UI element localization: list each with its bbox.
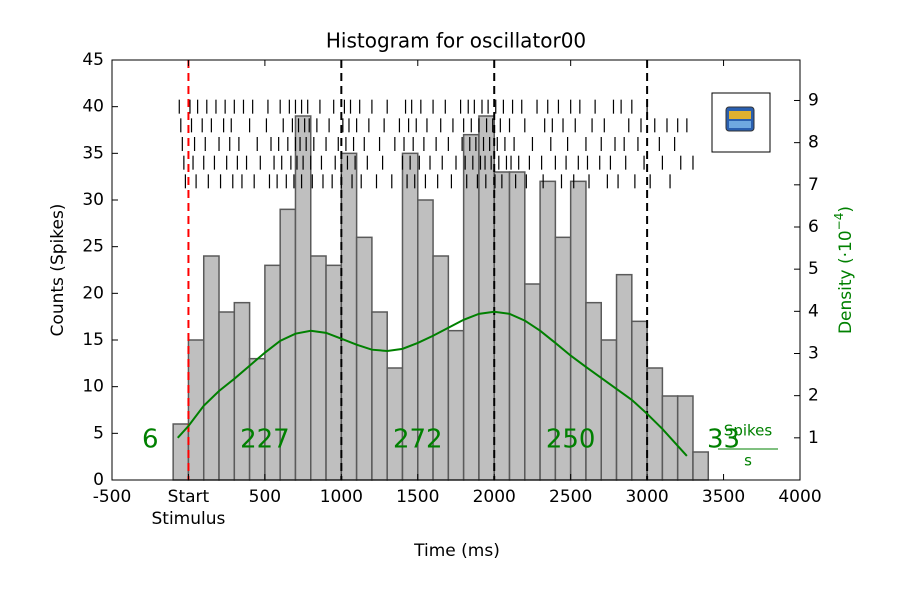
axes-frame — [111, 59, 801, 481]
y-tick-label: 5 — [93, 423, 104, 443]
y-tick-label: 20 — [82, 283, 104, 303]
density-unit-denominator: s — [744, 452, 752, 470]
histogram-bar — [508, 171, 526, 481]
y-tick-label: 25 — [82, 237, 104, 257]
histogram-bar — [325, 264, 343, 481]
histogram-bar — [615, 273, 633, 481]
histogram-bar — [248, 357, 266, 481]
chart-title: Histogram for oscillator00 — [326, 29, 586, 53]
y-tick-label: 15 — [82, 330, 104, 350]
histogram-bar — [371, 311, 388, 481]
y2-axis-label: Density (·10−4) — [832, 206, 857, 334]
segment-count: 227 — [240, 425, 290, 455]
x-tick-label: 3500 — [701, 487, 746, 507]
histogram-bar — [340, 152, 358, 481]
density-unit-numerator: Spikes — [724, 422, 773, 440]
histogram-bar — [447, 329, 465, 481]
histogram-bar — [462, 133, 480, 481]
icon-band — [729, 111, 751, 119]
x-tick-label: 2000 — [472, 487, 516, 507]
histogram-bar — [355, 236, 373, 481]
y-tick-label: 0 — [93, 470, 104, 490]
legend-icon — [711, 92, 771, 153]
y2-tick-label: 7 — [808, 175, 819, 195]
x-tick-label: -500 — [92, 487, 132, 507]
segment-count: 33 — [707, 425, 740, 455]
y2-tick-label: 8 — [808, 133, 819, 153]
y2-tick-label: 9 — [808, 90, 819, 110]
y2-tick-label: 5 — [808, 259, 819, 279]
y2-tick-label: 1 — [808, 428, 819, 448]
histogram-bar — [172, 423, 190, 481]
density-line — [177, 310, 688, 457]
histogram-bar — [218, 311, 236, 481]
histogram-bar — [524, 283, 541, 481]
y2-label-exponent: −4 — [832, 213, 846, 231]
histogram-bar — [692, 451, 710, 481]
histogram-bar — [202, 255, 220, 481]
x-tick-label: 3000 — [625, 487, 669, 507]
histogram-bar — [294, 115, 312, 481]
plot-area — [172, 60, 710, 481]
y2-tick-label: 6 — [808, 217, 819, 237]
y2-tick-label: 4 — [808, 301, 819, 321]
y2-tick-label: 3 — [808, 343, 819, 363]
icon-screen — [729, 121, 751, 128]
x-tick-label: 1000 — [319, 487, 363, 507]
x-tick-label: 1500 — [396, 487, 440, 507]
y2-tick-label: 2 — [808, 386, 819, 406]
segment-count: 250 — [546, 425, 596, 455]
histogram-bar — [676, 395, 694, 481]
x-axis-label: Time (ms) — [413, 541, 500, 561]
x-tick-label: 2500 — [549, 487, 593, 507]
histogram-bar — [646, 367, 664, 481]
y-tick-label: 30 — [82, 190, 104, 210]
y-tick-label: 10 — [82, 377, 104, 397]
histogram-bar — [310, 255, 327, 481]
segment-count: 272 — [393, 425, 443, 455]
histogram-bar — [478, 115, 495, 481]
histogram-bar — [493, 171, 511, 481]
y-axis-label: Counts (Spikes) — [48, 204, 68, 337]
y2-label-text: Density (·10 — [836, 230, 856, 334]
histogram-bar — [600, 339, 618, 481]
y-tick-label: 35 — [82, 143, 104, 163]
x-tick-label: 4000 — [778, 487, 822, 507]
segment-count: 6 — [142, 425, 159, 455]
y-tick-label: 45 — [82, 50, 104, 70]
x-tick-label: 500 — [248, 487, 282, 507]
y-tick-label: 40 — [82, 97, 104, 117]
x-tick-label: Start Stimulus — [151, 487, 226, 530]
y2-label-suffix: ) — [836, 206, 856, 213]
